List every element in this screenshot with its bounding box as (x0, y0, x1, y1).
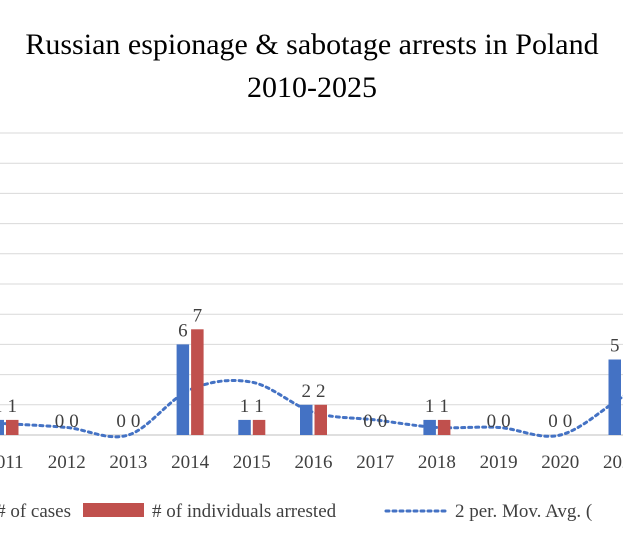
bar-arrested-2014 (191, 329, 204, 435)
x-tick-2018: 2018 (418, 452, 456, 473)
data-label-arrested-2015: 1 (254, 396, 264, 417)
x-tick-2014: 2014 (171, 452, 210, 473)
bar-arrested-2011 (6, 419, 19, 435)
bar-arrested-2018 (437, 419, 451, 435)
data-label-cases-2012: 0 (55, 411, 65, 432)
chart-title-line-1: Russian espionage & sabotage arrests in … (25, 28, 598, 61)
data-label-arrested-2011: 1 (8, 396, 18, 417)
trendline-layer (3, 378, 623, 439)
legend-label-cases: # of cases (0, 501, 71, 522)
bar-cases-2011 (0, 419, 4, 435)
bar-arrested-2016 (314, 404, 327, 435)
x-tick-2011: 2011 (0, 452, 24, 473)
bar-cases-2014 (176, 344, 190, 435)
legend-label-arrested: # of individuals arrested (152, 501, 337, 522)
bar-cases-2016 (300, 404, 313, 435)
data-label-arrested-2019: 0 (501, 411, 511, 432)
data-label-cases-2015: 1 (240, 396, 250, 417)
x-tick-labels: 2011 2012 2013 2014 2015 2016 2017 2018 2019 2020… (0, 452, 623, 473)
data-label-arrested-2012: 0 (69, 411, 79, 432)
data-label-arrested-2020: 0 (563, 411, 573, 432)
data-label-arrested-2016: 2 (316, 381, 326, 402)
data-label-cases-2011: 1 (0, 396, 3, 417)
data-labels: 110000671122001100005657 (0, 305, 620, 432)
bars (0, 329, 621, 435)
legend: # of cases # of individuals arrested 2 p… (0, 501, 592, 522)
gridlines (0, 132, 623, 436)
x-tick-2012: 2012 (48, 452, 86, 473)
x-tick-2017: 2017 (356, 452, 394, 473)
bar-arrested-2015 (252, 419, 266, 435)
x-tick-2015: 2015 (233, 452, 271, 473)
chart-title-line-2: 2010-2025 (247, 71, 377, 104)
data-label-arrested-2017: 0 (378, 411, 388, 432)
data-label-cases-2013: 0 (116, 411, 126, 432)
data-label-cases-2019: 0 (487, 411, 497, 432)
x-tick-2020: 2020 (541, 452, 579, 473)
x-tick-2021: 2021 (603, 452, 623, 473)
data-label-arrested-2018: 1 (439, 396, 449, 417)
legend-label-trendline: 2 per. Mov. Avg. ( (455, 501, 592, 522)
data-label-cases-2018: 1 (425, 396, 435, 417)
data-label-cases-2020: 0 (548, 411, 558, 432)
x-tick-2019: 2019 (480, 452, 518, 473)
data-label-arrested-2013: 0 (131, 411, 141, 432)
trendline-moving-average (3, 378, 623, 439)
legend-swatch-arrested (83, 503, 144, 517)
bar-cases-2015 (238, 419, 251, 435)
data-label-cases-2021: 5 (610, 336, 620, 357)
data-label-cases-2017: 0 (363, 411, 373, 432)
x-tick-2013: 2013 (109, 452, 147, 473)
bar-cases-2018 (423, 419, 436, 435)
x-tick-2016: 2016 (295, 452, 333, 473)
bar-cases-2021 (608, 359, 621, 435)
data-label-arrested-2014: 7 (193, 305, 203, 326)
data-label-cases-2016: 2 (302, 381, 312, 402)
data-label-cases-2014: 6 (178, 320, 188, 341)
